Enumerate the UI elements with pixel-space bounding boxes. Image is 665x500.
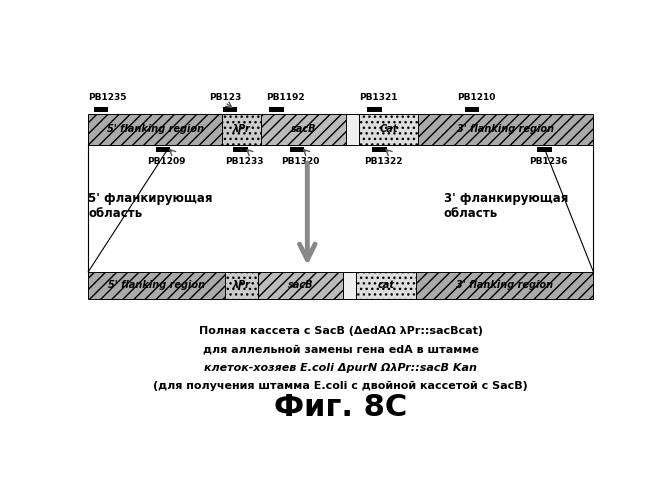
Bar: [222, 114, 261, 144]
Text: PB1210: PB1210: [457, 93, 495, 102]
Bar: [418, 114, 593, 144]
Text: λPr: λPr: [233, 280, 251, 290]
Bar: [367, 107, 382, 112]
Text: 3' фланкирующая
область: 3' фланкирующая область: [444, 192, 569, 220]
Bar: [372, 146, 386, 152]
Bar: [359, 114, 418, 144]
Text: PB1322: PB1322: [364, 156, 402, 166]
Bar: [416, 272, 593, 298]
Text: 3' flanking region: 3' flanking region: [457, 124, 555, 134]
Bar: [290, 146, 304, 152]
Text: PB1192: PB1192: [266, 93, 305, 102]
Text: cat: cat: [378, 280, 394, 290]
Bar: [88, 272, 225, 298]
Bar: [223, 107, 237, 112]
Text: Фиг. 8С: Фиг. 8С: [274, 393, 408, 422]
Text: λPr: λPr: [233, 124, 251, 134]
Text: 5' flanking region: 5' flanking region: [106, 124, 204, 134]
Bar: [343, 272, 356, 298]
Bar: [88, 114, 222, 144]
Bar: [225, 272, 259, 298]
Text: (для получения штамма E.coli с двойной кассетой с SacB): (для получения штамма E.coli с двойной к…: [154, 381, 528, 391]
Text: sacB: sacB: [291, 124, 316, 134]
Text: PB1209: PB1209: [148, 156, 186, 166]
Bar: [156, 146, 170, 152]
Bar: [356, 272, 416, 298]
Text: PB123: PB123: [209, 93, 241, 102]
Bar: [261, 114, 346, 144]
Text: для аллельной замены гена edA в штамме: для аллельной замены гена edA в штамме: [203, 344, 479, 354]
Bar: [346, 114, 359, 144]
Text: PB1321: PB1321: [359, 93, 398, 102]
Text: 5' flanking region: 5' flanking region: [108, 280, 205, 290]
Bar: [537, 146, 551, 152]
Bar: [94, 107, 108, 112]
Text: PB1233: PB1233: [225, 156, 263, 166]
Text: PB1236: PB1236: [529, 156, 567, 166]
Bar: [465, 107, 479, 112]
Bar: [269, 107, 283, 112]
Bar: [233, 146, 247, 152]
Text: клеток-хозяев E.coli ΔpurN ΩλPr::sacB Kan: клеток-хозяев E.coli ΔpurN ΩλPr::sacB Ka…: [204, 362, 477, 372]
Text: 3' flanking region: 3' flanking region: [456, 280, 553, 290]
Bar: [259, 272, 343, 298]
Text: Cat: Cat: [379, 124, 398, 134]
Text: 5' фланкирующая
область: 5' фланкирующая область: [88, 192, 213, 220]
Text: PB1320: PB1320: [281, 156, 320, 166]
Text: sacB: sacB: [288, 280, 314, 290]
Text: Полная кассета с SacB (ΔedAΩ λPr::sacBcat): Полная кассета с SacB (ΔedAΩ λPr::sacBca…: [199, 326, 483, 336]
Text: PB1235: PB1235: [88, 93, 127, 102]
